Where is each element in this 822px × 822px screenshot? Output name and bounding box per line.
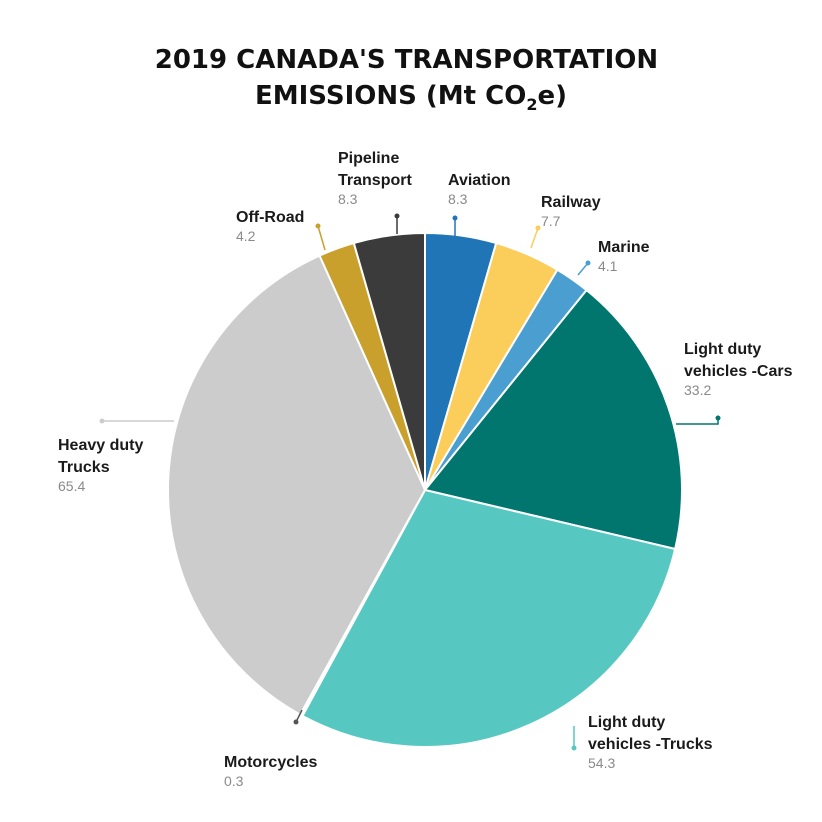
slice-label-2-line-0: Marine [598, 239, 650, 256]
slice-label-6-line-1: Trucks [58, 459, 110, 476]
pie-slice-4 [301, 488, 677, 748]
leader-line-3 [676, 418, 719, 425]
chart-title-line-2-prefix: EMISSIONS (Mt CO [255, 81, 526, 111]
pie-slice-6 [167, 254, 427, 717]
pie-slice-8 [352, 231, 426, 491]
slice-value-5: 0.3 [224, 773, 244, 789]
slice-label-0: Aviation [448, 172, 511, 189]
leader-line-1 [530, 227, 539, 249]
slice-value-6: 65.4 [58, 478, 85, 494]
slice-label-8: Pipeline Transport [338, 150, 412, 189]
leader-dot-4 [571, 745, 577, 751]
leader-dot-6 [99, 418, 105, 424]
slice-label-4-line-0: Light duty [588, 714, 665, 731]
leader-dot-7 [315, 223, 321, 229]
chart-title: 2019 CANADA'S TRANSPORTATION EMISSIONS (… [155, 45, 667, 114]
slice-label-1: Railway [541, 194, 601, 211]
chart-title-line-1: 2019 CANADA'S TRANSPORTATION [155, 45, 658, 75]
slice-label-4: Light duty vehicles -Trucks [588, 714, 713, 753]
slice-value-7: 4.2 [236, 228, 256, 244]
slice-label-3: Light duty vehicles -Cars [684, 341, 793, 380]
leader-lines [99, 213, 721, 751]
slice-label-2: Marine [598, 239, 650, 256]
slice-value-8: 8.3 [338, 191, 358, 207]
slice-value-2: 4.1 [598, 258, 618, 274]
slice-label-6-line-0: Heavy duty [58, 437, 143, 454]
leader-dot-1 [535, 225, 541, 231]
chart-title-line-2: EMISSIONS (Mt CO2e) [255, 81, 567, 114]
slice-value-4: 54.3 [588, 755, 615, 771]
slice-label-3-line-1: vehicles -Cars [684, 363, 793, 380]
leader-dot-3 [715, 415, 721, 421]
pie-slice-3 [423, 288, 683, 551]
slice-label-5-line-0: Motorcycles [224, 754, 317, 771]
slice-label-5: Motorcycles [224, 754, 317, 771]
slice-label-6: Heavy duty Trucks [58, 437, 143, 476]
slice-value-0: 8.3 [448, 191, 468, 207]
chart-title-line-2-suffix: e) [537, 81, 567, 111]
chart-title-subscript: 2 [526, 95, 537, 114]
leader-dot-8 [394, 213, 400, 219]
slice-labels: Aviation 8.3 Railway 7.7 Marine 4.1 Light duty… [58, 150, 793, 789]
leader-dot-5 [293, 719, 299, 725]
slice-label-4-line-1: vehicles -Trucks [588, 736, 713, 753]
leader-line-7 [317, 225, 326, 251]
slice-label-8-line-1: Transport [338, 172, 412, 189]
slice-label-7: Off-Road [236, 209, 304, 226]
slice-label-8-line-0: Pipeline [338, 150, 399, 167]
slice-label-1-line-0: Railway [541, 194, 601, 211]
slice-value-1: 7.7 [541, 213, 561, 229]
slice-label-7-line-0: Off-Road [236, 209, 304, 226]
pie-slices [167, 231, 683, 748]
slice-label-3-line-0: Light duty [684, 341, 761, 358]
slice-value-3: 33.2 [684, 382, 711, 398]
leader-dot-2 [585, 260, 591, 266]
slice-label-0-line-0: Aviation [448, 172, 511, 189]
leader-line-2 [577, 262, 589, 276]
leader-dot-0 [452, 215, 458, 221]
